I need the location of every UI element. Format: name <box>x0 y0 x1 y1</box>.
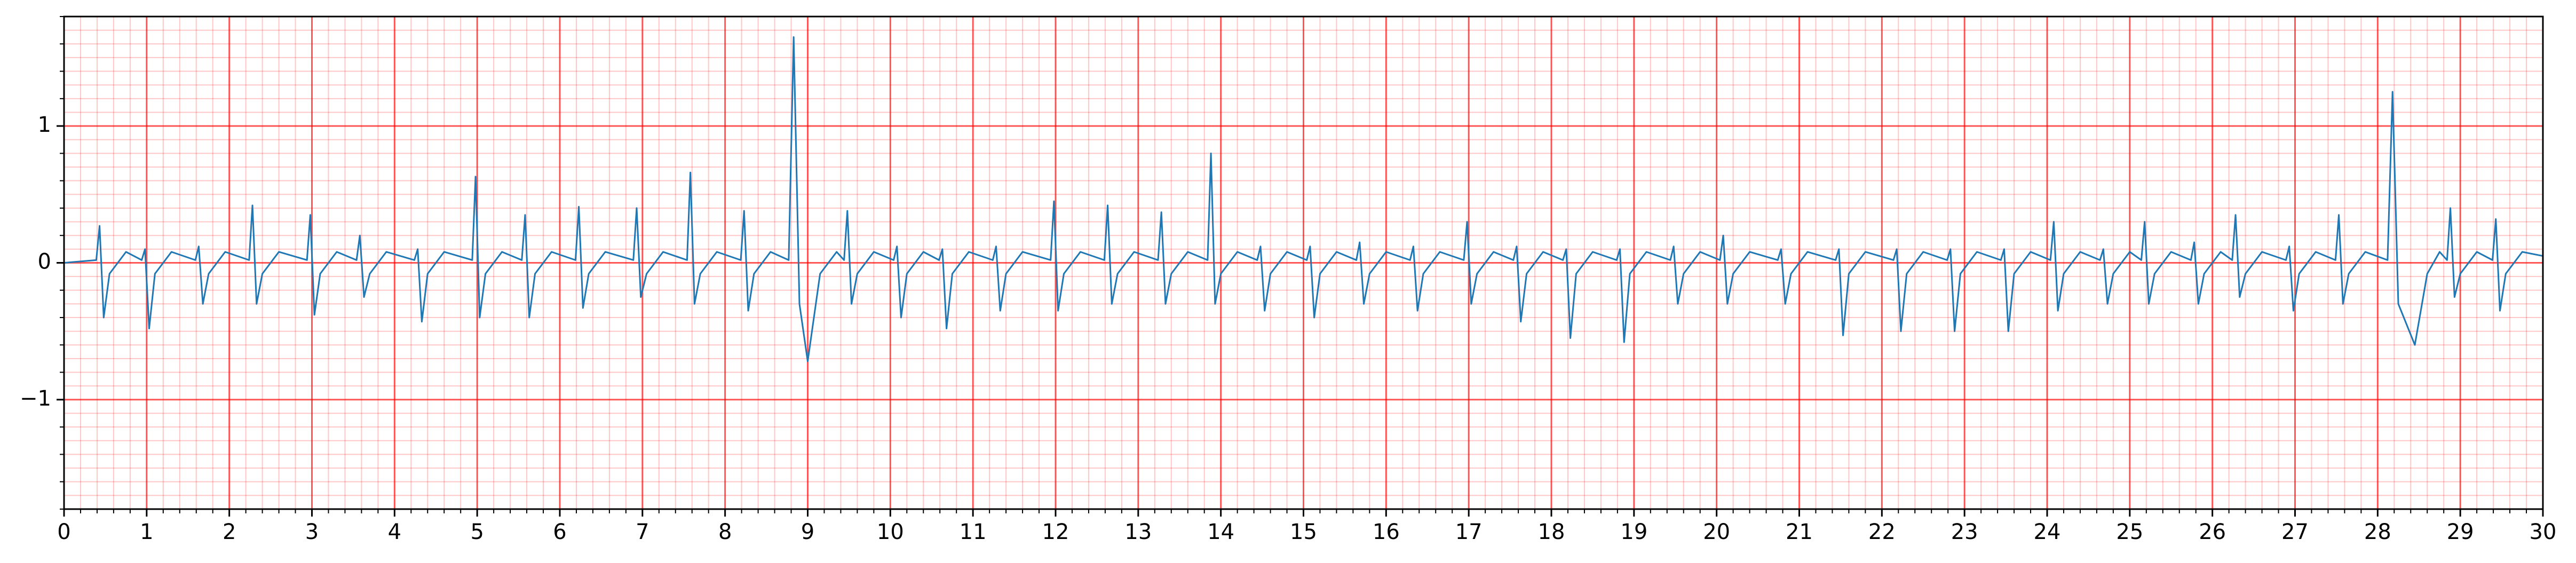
x-tick-label: 21 <box>1786 520 1813 544</box>
x-tick-label: 18 <box>1538 520 1565 544</box>
y-tick-label: −1 <box>20 386 51 411</box>
y-tick-label: 0 <box>38 250 51 274</box>
x-tick-label: 14 <box>1207 520 1234 544</box>
x-tick-label: 3 <box>305 520 319 544</box>
x-tick-label: 2 <box>223 520 236 544</box>
x-tick-label: 12 <box>1042 520 1069 544</box>
x-tick-label: 13 <box>1124 520 1152 544</box>
x-tick-label: 11 <box>960 520 987 544</box>
x-tick-label: 19 <box>1620 520 1647 544</box>
x-tick-label: 28 <box>2364 520 2391 544</box>
y-tick-label: 1 <box>38 113 51 137</box>
plot-frame <box>63 15 2544 510</box>
x-tick-label: 9 <box>801 520 814 544</box>
x-tick-label: 16 <box>1373 520 1400 544</box>
x-tick-label: 7 <box>636 520 649 544</box>
x-tick-label: 22 <box>1868 520 1896 544</box>
x-tick-label: 15 <box>1290 520 1317 544</box>
x-tick-label: 23 <box>1951 520 1978 544</box>
x-tick-label: 0 <box>57 520 70 544</box>
x-tick-label: 29 <box>2447 520 2474 544</box>
x-tick-label: 30 <box>2530 520 2557 544</box>
x-tick-label: 25 <box>2116 520 2143 544</box>
x-tick-label: 5 <box>470 520 484 544</box>
x-tick-label: 26 <box>2199 520 2226 544</box>
x-tick-label: 8 <box>718 520 732 544</box>
x-tick-label: 17 <box>1455 520 1483 544</box>
x-tick-label: 24 <box>2034 520 2061 544</box>
x-tick-label: 20 <box>1703 520 1730 544</box>
x-tick-label: 4 <box>388 520 401 544</box>
x-tick-label: 1 <box>140 520 153 544</box>
x-tick-label: 6 <box>553 520 566 544</box>
x-tick-label: 27 <box>2281 520 2309 544</box>
x-tick-label: 10 <box>877 520 904 544</box>
ecg-trace <box>64 36 2543 362</box>
